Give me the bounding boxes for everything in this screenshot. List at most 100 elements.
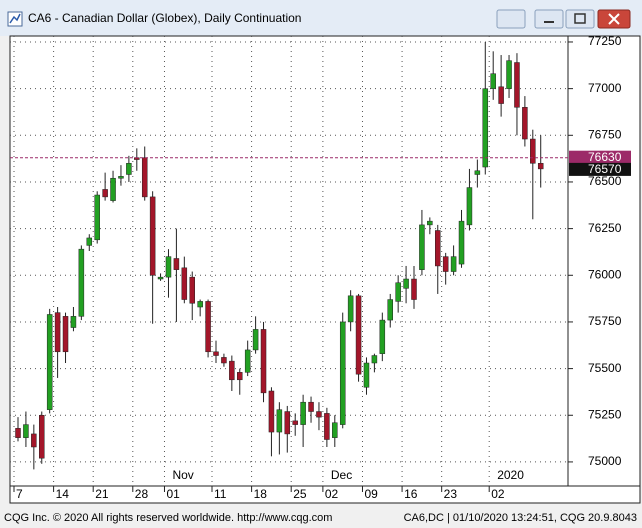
x-tick-label: 25 — [293, 487, 307, 501]
candle-body — [395, 282, 401, 302]
candle-body — [165, 256, 172, 278]
footer-left: CQG Inc. © 2020 All rights reserved worl… — [4, 512, 332, 524]
y-tick-label: 76250 — [588, 221, 622, 235]
x-tick-label: 21 — [95, 487, 109, 501]
candle-body — [300, 401, 306, 425]
candle-body — [197, 301, 203, 308]
price-axis — [567, 35, 641, 487]
candle-body — [276, 409, 283, 433]
candle-body — [458, 220, 465, 265]
candle-body — [189, 276, 195, 304]
candle-body — [435, 230, 441, 267]
candle-body — [126, 163, 132, 175]
maximize-button[interactable] — [565, 9, 595, 29]
candle-body — [221, 357, 227, 364]
x-tick-label: 14 — [56, 487, 70, 501]
candle-body — [31, 433, 37, 448]
candle-body — [450, 256, 457, 272]
reference-price-label: 76630 — [588, 150, 622, 164]
candle-body — [411, 278, 417, 300]
last-price-label: 76570 — [588, 162, 622, 176]
y-tick-label: 76750 — [588, 127, 622, 141]
candle-body — [110, 177, 116, 201]
candle-body — [23, 424, 29, 438]
month-label: Nov — [172, 468, 193, 482]
candle-body — [316, 411, 322, 418]
candle-body — [252, 329, 259, 351]
candle-body — [506, 60, 512, 89]
candle-body — [118, 176, 124, 179]
y-tick-label: 75000 — [588, 454, 622, 468]
x-tick-label: 11 — [214, 487, 227, 501]
candle-body — [387, 299, 393, 321]
candle-body — [46, 314, 53, 410]
candle-body — [292, 420, 298, 425]
plot-area — [9, 35, 569, 487]
candle-body — [15, 428, 21, 438]
link-button[interactable] — [496, 9, 526, 29]
candle-body — [482, 88, 489, 168]
candle-body — [363, 362, 370, 388]
y-tick-label: 76000 — [588, 267, 622, 281]
candle-body — [229, 360, 235, 381]
candle-body — [371, 355, 378, 364]
x-tick-label: 16 — [404, 487, 418, 501]
y-tick-label: 75750 — [588, 314, 622, 328]
candle-body — [260, 329, 267, 394]
candle-body — [355, 295, 362, 375]
close-glyph — [608, 13, 620, 25]
minimize-button[interactable] — [534, 9, 564, 29]
candle-body — [308, 401, 314, 412]
candle-body — [237, 372, 243, 381]
month-label: 2020 — [497, 468, 524, 482]
x-tick-label: 28 — [135, 487, 149, 501]
candle-body — [149, 196, 156, 276]
candle-body — [466, 187, 473, 226]
x-tick-label: 09 — [364, 487, 378, 501]
candle-body — [54, 312, 61, 353]
date-axis — [9, 485, 641, 504]
candle-body — [86, 237, 93, 246]
x-tick-label: 23 — [444, 487, 458, 501]
window-title: CA6 - Canadian Dollar (Globex), Daily Co… — [28, 11, 301, 25]
window-icon-glyph — [9, 13, 21, 24]
candle-body — [173, 258, 180, 270]
candle-body — [181, 267, 188, 300]
maximize-glyph — [574, 13, 586, 24]
candle-body — [490, 73, 496, 89]
candle-body — [498, 86, 504, 104]
candle-body — [244, 349, 251, 373]
candle-body — [419, 224, 425, 270]
candle-body — [537, 163, 544, 170]
candle-body — [324, 413, 330, 440]
candle-body — [213, 351, 219, 356]
candle-body — [347, 295, 354, 323]
x-tick-label: 02 — [325, 487, 339, 501]
footer-right: CA6,DC | 01/10/2020 13:24:51, CQG 20.9.8… — [404, 512, 637, 524]
y-tick-label: 77250 — [588, 34, 622, 48]
candle-body — [339, 321, 346, 425]
y-tick-label: 75250 — [588, 407, 622, 421]
y-tick-label: 75500 — [588, 361, 622, 375]
candle-body — [62, 316, 69, 353]
candle-body — [530, 138, 536, 164]
candle-body — [78, 248, 85, 317]
candle-body — [70, 316, 77, 328]
candle-body — [442, 256, 449, 272]
x-tick-label: 02 — [491, 487, 505, 501]
candle-body — [157, 276, 164, 280]
candle-body — [102, 189, 108, 198]
candle-body — [474, 170, 481, 175]
month-label: Dec — [331, 468, 352, 482]
candle-body — [522, 107, 528, 140]
candle-body — [284, 411, 291, 435]
reference-price-box — [569, 150, 631, 164]
candle-body — [141, 157, 148, 198]
x-tick-label: 01 — [166, 487, 180, 501]
candle-body — [268, 390, 275, 433]
candle-body — [205, 301, 211, 353]
y-tick-label: 77000 — [588, 81, 622, 95]
candle-body — [39, 415, 45, 459]
candle-body — [514, 62, 520, 108]
